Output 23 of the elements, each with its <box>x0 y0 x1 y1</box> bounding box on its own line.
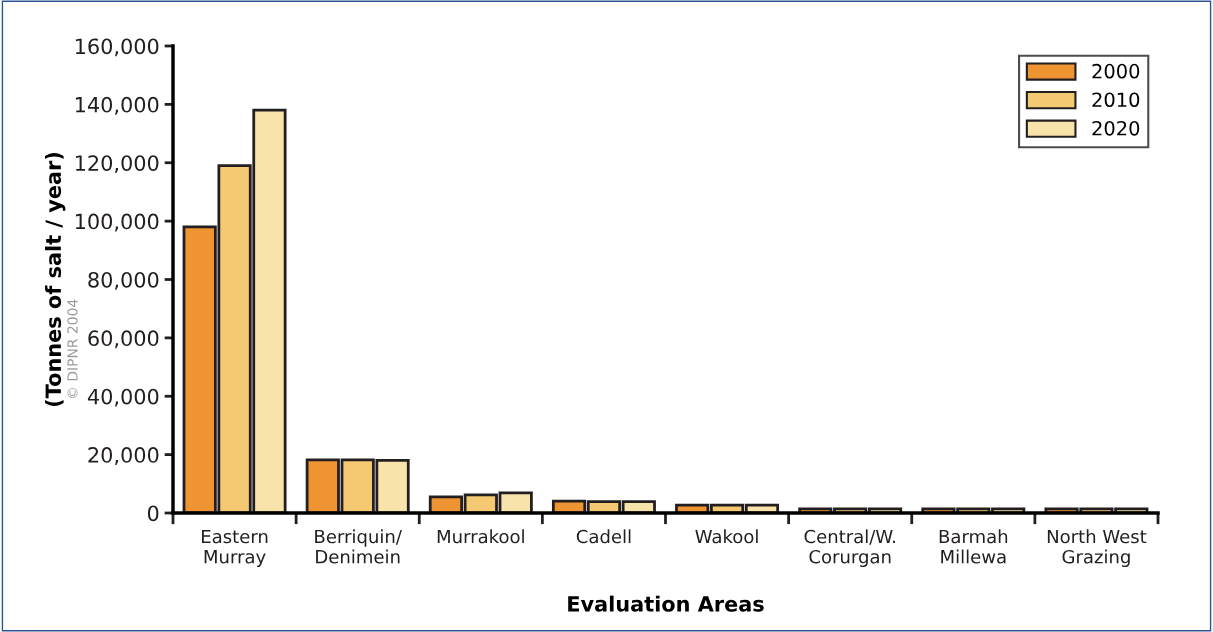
y-tick-label: 80,000 <box>88 271 159 290</box>
y-tick-label: 0 <box>147 505 159 522</box>
y-tick-label: 120,000 <box>75 155 159 174</box>
legend-label: 2020 <box>1092 120 1140 136</box>
y-tick-label: 140,000 <box>75 96 159 115</box>
x-tick-label: Wakool <box>695 529 758 544</box>
legend-label: 2000 <box>1092 63 1140 79</box>
x-tick-label: Central/W. Corurgan <box>804 529 895 568</box>
x-tick-label: Berriquin/ Denimein <box>315 529 402 564</box>
x-tick-label: North West Grazing <box>1047 529 1147 568</box>
x-tick-label: Eastern Murray <box>202 529 268 568</box>
y-tick-label: 20,000 <box>88 447 159 465</box>
y-tick-label: 40,000 <box>87 388 159 407</box>
x-tick-label: Barmah Millewa <box>939 529 1008 564</box>
x-tick-label: Murrakool <box>437 529 524 544</box>
y-axis-title: (Tonnes of salt / year) <box>44 152 66 407</box>
x-tick-label: Cadell <box>576 529 631 544</box>
text: © DIPNR 2004 <box>67 299 78 399</box>
legend-label: 2010 <box>1092 92 1140 108</box>
y-tick-label: 100,000 <box>75 213 159 232</box>
x-axis-title: Evaluation Areas <box>568 595 764 612</box>
y-tick-label: 60,000 <box>88 330 159 349</box>
y-tick-label: 160,000 <box>75 38 159 57</box>
